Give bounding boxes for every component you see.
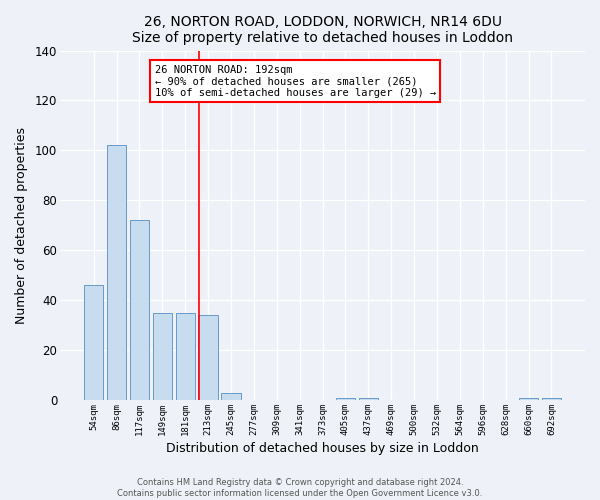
Bar [221,392,241,400]
Text: Contains HM Land Registry data © Crown copyright and database right 2024.
Contai: Contains HM Land Registry data © Crown c… [118,478,482,498]
Bar [359,398,378,400]
Bar [84,285,103,400]
Bar [176,312,195,400]
X-axis label: Distribution of detached houses by size in Loddon: Distribution of detached houses by size … [166,442,479,455]
Bar [199,315,218,400]
Text: 26 NORTON ROAD: 192sqm
← 90% of detached houses are smaller (265)
10% of semi-de: 26 NORTON ROAD: 192sqm ← 90% of detached… [155,64,436,98]
Bar [107,146,126,400]
Title: 26, NORTON ROAD, LODDON, NORWICH, NR14 6DU
Size of property relative to detached: 26, NORTON ROAD, LODDON, NORWICH, NR14 6… [132,15,513,45]
Bar [130,220,149,400]
Bar [542,398,561,400]
Bar [336,398,355,400]
Y-axis label: Number of detached properties: Number of detached properties [15,127,28,324]
Bar [519,398,538,400]
Bar [152,312,172,400]
